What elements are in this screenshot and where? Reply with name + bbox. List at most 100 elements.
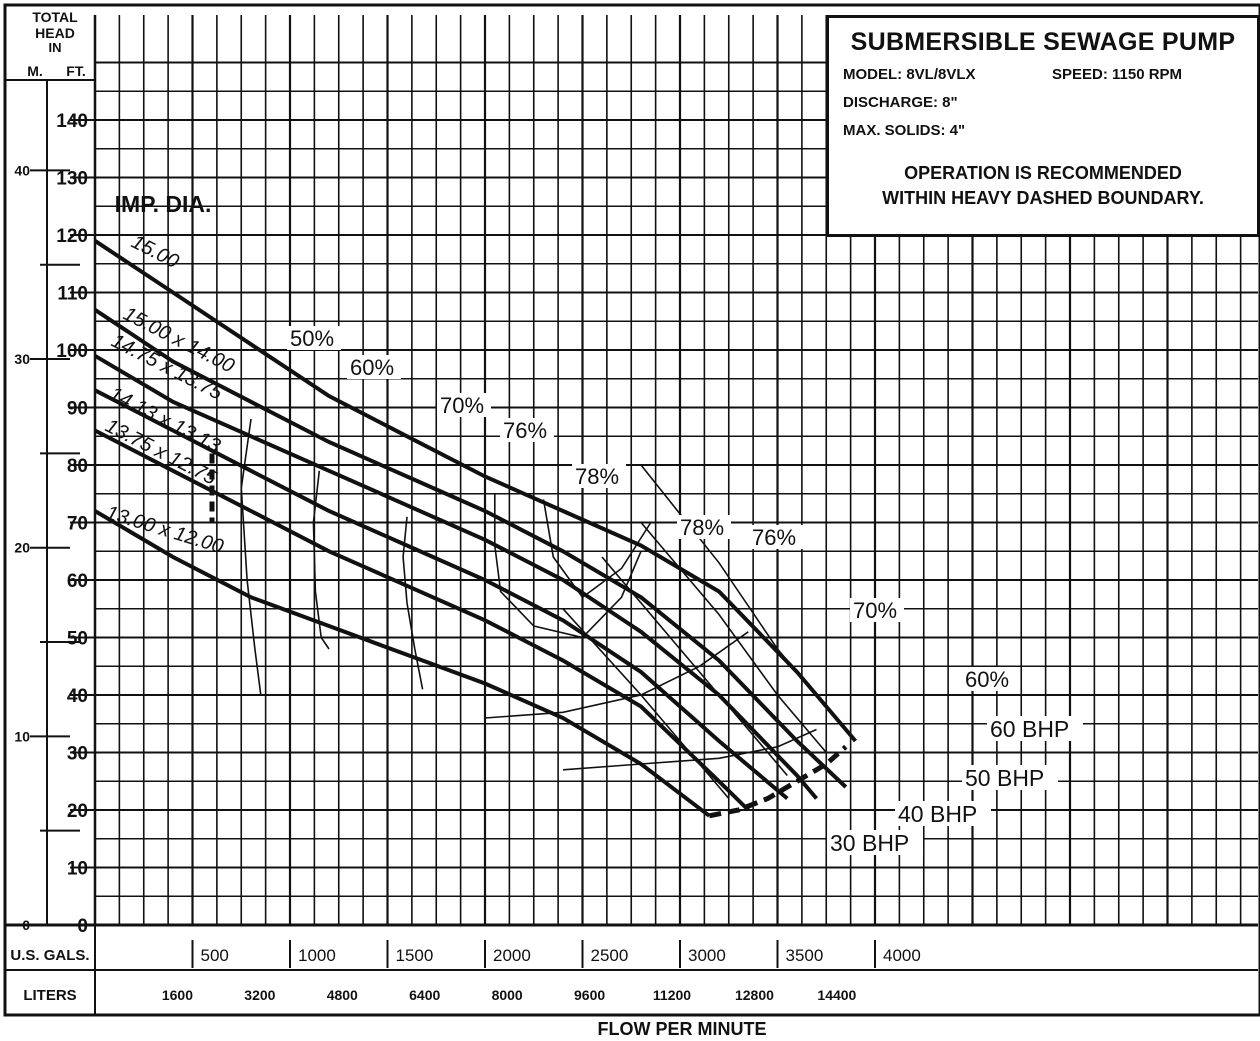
bhp-label-bg <box>895 801 991 826</box>
info-max-solids: MAX. SOLIDS: 4" <box>843 122 966 139</box>
y-header-ft: FT. <box>66 63 85 79</box>
y-header-total: TOTAL <box>32 9 78 25</box>
x-tick-label-gals: 500 <box>201 946 229 965</box>
efficiency-label: 60% <box>965 667 1009 692</box>
x-gals-label: U.S. GALS. <box>10 947 89 964</box>
x-tick-label-liters: 4800 <box>327 987 358 1003</box>
imp-dia-label: IMP. DIA. <box>115 191 212 217</box>
y-tick-label-ft: 140 <box>56 111 88 132</box>
efficiency-label-bg <box>347 355 401 379</box>
efficiency-curve <box>562 728 817 771</box>
impeller-curve <box>93 239 858 743</box>
efficiency-label: 70% <box>440 393 484 418</box>
x-tick-label-gals: 1500 <box>396 946 434 965</box>
x-axis-title: FLOW PER MINUTE <box>598 1019 767 1039</box>
efficiency-label: 78% <box>680 515 724 540</box>
efficiency-label: 50% <box>290 326 334 351</box>
impeller-curve <box>93 354 819 800</box>
y-tick-label-m: 30 <box>14 351 30 367</box>
y-tick-label-ft: 40 <box>67 686 88 707</box>
impeller-curve-label: 13.00 x 12.00 <box>104 502 226 558</box>
info-title: SUBMERSIBLE SEWAGE PUMP <box>850 28 1236 56</box>
y-tick-label-ft: 10 <box>67 859 88 880</box>
info-speed: SPEED: 1150 RPM <box>1052 66 1183 83</box>
y-tick-label-ft: 80 <box>67 456 88 477</box>
y-tick-label-ft: 30 <box>67 744 88 765</box>
bhp-line <box>562 608 730 800</box>
x-tick-label-liters: 9600 <box>574 987 605 1003</box>
y-tick-label-ft: 130 <box>56 169 88 190</box>
efficiency-label: 60% <box>350 355 394 380</box>
y-header-head: HEAD <box>35 25 75 41</box>
efficiency-label: 70% <box>853 598 897 623</box>
bhp-line <box>640 521 827 754</box>
x-tick-label-liters: 12800 <box>735 987 774 1003</box>
x-tick-label-liters: 3200 <box>244 987 275 1003</box>
impeller-curve <box>94 388 789 801</box>
efficiency-label-bg <box>500 418 554 442</box>
efficiency-label: 76% <box>752 525 796 550</box>
bhp-label-bg <box>987 716 1083 741</box>
efficiency-label-bg <box>287 326 341 350</box>
bhp-label-bg <box>962 765 1058 790</box>
x-tick-label-liters: 6400 <box>409 987 440 1003</box>
efficiency-curve <box>312 470 330 650</box>
bhp-line <box>640 464 837 719</box>
head-curves <box>93 239 858 819</box>
x-tick-label-liters: 14400 <box>817 987 856 1003</box>
efficiency-label-bg <box>572 464 626 488</box>
efficiency-label: 76% <box>503 418 547 443</box>
pump-info-box: SUBMERSIBLE SEWAGE PUMP MODEL: 8VL/8VLX … <box>826 15 1260 237</box>
y-tick-label-ft: 20 <box>67 801 88 822</box>
y-tick-label-ft: 60 <box>67 571 88 592</box>
y-tick-label-ft: 70 <box>67 514 88 535</box>
y-tick-label-ft: 110 <box>57 284 88 305</box>
y-tick-label-ft: 0 <box>77 916 88 937</box>
y-tick-label-ft: 120 <box>56 226 88 247</box>
efficiency-label-bg <box>962 667 1016 691</box>
info-note-line1: OPERATION IS RECOMMENDED <box>904 163 1182 183</box>
x-tick-label-gals: 4000 <box>883 946 921 965</box>
x-tick-label-liters: 11200 <box>653 987 691 1003</box>
x-tick-label-gals: 3000 <box>688 946 726 965</box>
impeller-curve <box>93 509 711 818</box>
efficiency-label-bg <box>850 598 904 622</box>
bhp-label: 30 BHP <box>830 830 909 856</box>
y-tick-label-ft: 50 <box>67 629 88 650</box>
y-header-in: IN <box>49 40 62 55</box>
bhp-line <box>601 556 788 777</box>
x-tick-label-liters: 1600 <box>162 987 193 1003</box>
efficiency-label-bg <box>749 525 803 549</box>
info-note-line2: WITHIN HEAVY DASHED BOUNDARY. <box>882 188 1204 208</box>
x-tick-label-gals: 1000 <box>298 946 336 965</box>
efficiency-curve <box>484 631 749 719</box>
bhp-lines <box>562 464 837 800</box>
impeller-curve <box>93 308 848 789</box>
info-model: MODEL: 8VL/8VLX <box>843 66 976 83</box>
efficiency-curve <box>240 418 262 696</box>
recommended-boundary <box>708 744 848 819</box>
y-tick-label-m: 0 <box>22 917 30 933</box>
efficiency-curve <box>494 493 642 639</box>
y-tick-label-ft: 90 <box>67 399 88 420</box>
y-tick-label-m: 40 <box>14 162 30 178</box>
x-tick-label-gals: 2000 <box>493 946 531 965</box>
efficiency-label-bg <box>677 515 731 539</box>
efficiency-label-bg <box>437 393 491 417</box>
efficiency-curve <box>542 499 652 599</box>
y-tick-label-m: 10 <box>14 728 30 744</box>
efficiency-curve <box>402 516 424 690</box>
efficiency-curves <box>240 418 817 771</box>
bhp-label: 50 BHP <box>965 765 1044 791</box>
bhp-label: 40 BHP <box>898 801 977 827</box>
y-header-m: M. <box>27 63 43 79</box>
x-liters-label: LITERS <box>23 987 76 1004</box>
info-discharge: DISCHARGE: 8" <box>843 94 958 111</box>
x-tick-label-gals: 3500 <box>786 946 824 965</box>
x-tick-label-liters: 8000 <box>492 987 523 1003</box>
bhp-label-bg <box>827 830 923 855</box>
y-tick-label-ft: 100 <box>56 341 88 362</box>
efficiency-label: 78% <box>575 464 619 489</box>
